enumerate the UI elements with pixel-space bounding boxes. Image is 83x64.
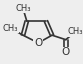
Text: O: O [62, 47, 70, 57]
Text: CH₃: CH₃ [3, 24, 18, 33]
Text: CH₃: CH₃ [67, 28, 83, 36]
Text: O: O [34, 38, 42, 48]
Text: CH₃: CH₃ [15, 4, 31, 13]
